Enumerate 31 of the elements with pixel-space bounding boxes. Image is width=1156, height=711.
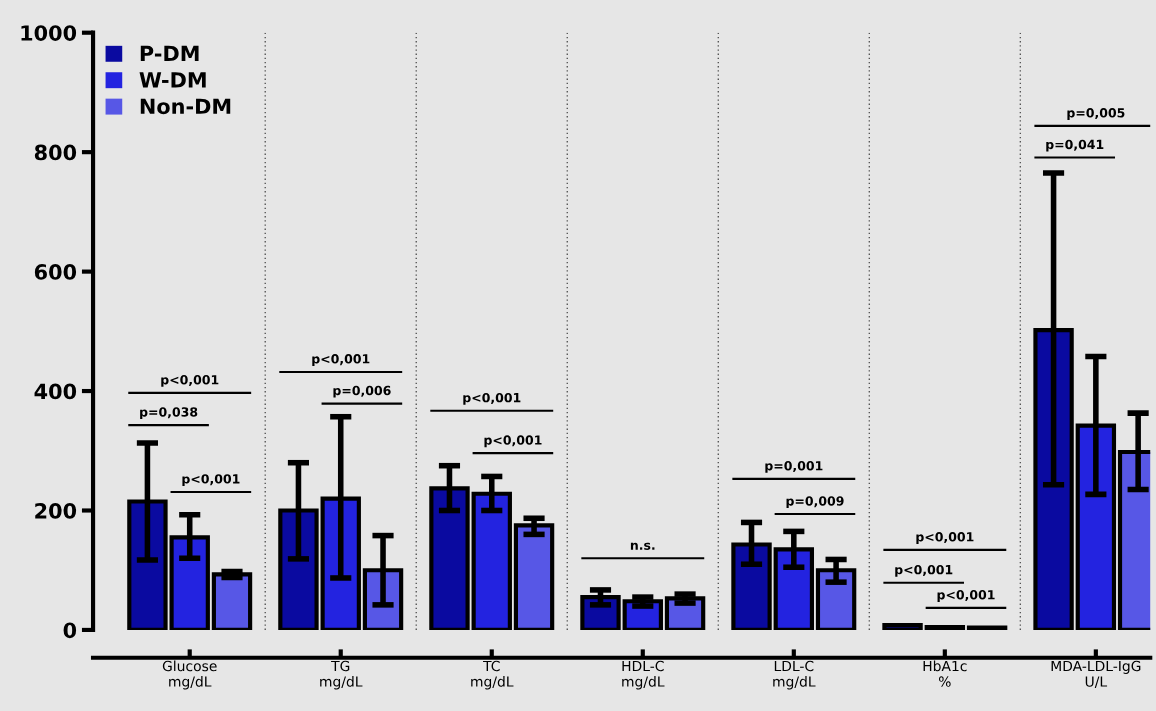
legend-label: P-DM — [140, 45, 199, 62]
annotation: p<0,001 — [916, 532, 974, 544]
annotation: p<0,001 — [937, 590, 995, 602]
annotation: n.s. — [630, 542, 655, 550]
x-tick-label: LDL-C mg/dL — [773, 660, 816, 690]
annotation: p<0,001 — [182, 474, 240, 487]
annotation: p=0,006 — [333, 385, 391, 398]
x-tick-label: Glucose mg/dL — [162, 660, 217, 690]
annotation: p=0,038 — [140, 407, 198, 420]
annotation: p<0,001 — [463, 392, 521, 405]
x-tick-label: MDA-LDL-IgG U/L — [1051, 660, 1141, 688]
annotation: p=0,005 — [1067, 108, 1125, 120]
legend-label: W-DM — [139, 72, 206, 88]
annotation: p<0,001 — [484, 435, 542, 448]
annotation: p=0,041 — [1046, 139, 1104, 152]
x-tick-label: TC mg/dL — [471, 660, 514, 690]
annotation: p<0,001 — [161, 374, 219, 387]
annotation: p<0,001 — [895, 564, 953, 577]
y-tick-label: 800 — [34, 144, 77, 161]
x-tick-label: HbA1c % — [923, 660, 967, 687]
x-tick-label: TG mg/dL — [320, 660, 363, 690]
annotation: p=0,001 — [765, 460, 823, 473]
y-tick-label: 600 — [34, 264, 77, 280]
y-tick-label: 1000 — [21, 25, 77, 41]
y-tick-label: 0 — [63, 622, 77, 639]
legend-label: Non-DM — [140, 98, 231, 115]
x-tick-label: HDL-C mg/dL — [622, 660, 665, 690]
annotation: p<0,001 — [312, 354, 370, 366]
y-tick-label: 400 — [34, 383, 77, 400]
annotation: p=0,009 — [786, 496, 844, 509]
y-tick-label: 200 — [35, 502, 77, 519]
